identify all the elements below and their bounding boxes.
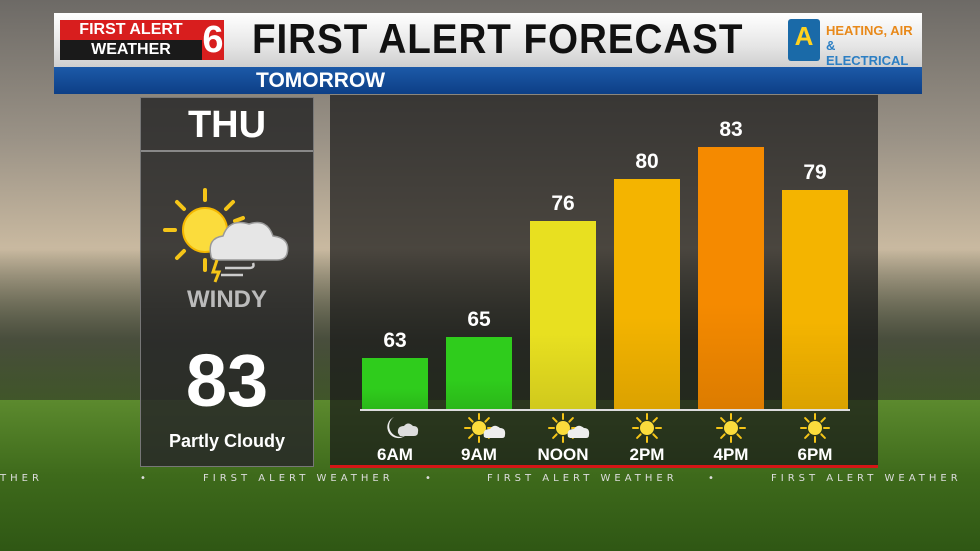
time-label: 6AM: [377, 445, 413, 464]
time-label: 6PM: [797, 445, 833, 464]
high-temperature: 83: [185, 339, 269, 422]
footer-watermark: FIRST ALERT WEATHER: [487, 473, 678, 484]
footer-watermark: FIRST ALERT WEATHER: [771, 473, 962, 484]
bar-6am: [362, 358, 428, 409]
bar-value-label: 63: [383, 329, 407, 353]
sun-cloud-icon: [521, 413, 605, 443]
footer-dot: •: [425, 473, 435, 484]
page-title: FIRST ALERT FORECAST: [252, 15, 744, 62]
sponsor-logo: A HEATING, AIR & ELECTRICAL: [788, 19, 918, 68]
sun-icon: [773, 413, 857, 443]
bar-value-label: 65: [467, 308, 491, 332]
station-logo: FIRST ALERT WEATHER 6: [60, 20, 224, 60]
footer-watermark: FIRST ALERT WEATHER: [203, 473, 394, 484]
condition-label: Partly Cloudy: [168, 431, 286, 451]
red-divider: [330, 465, 878, 468]
footer-dot: •: [140, 473, 150, 484]
subtitle-bar: TOMORROW: [54, 67, 922, 94]
sun-cloud-icon: [437, 413, 521, 443]
footer-dot: •: [708, 473, 718, 484]
sun-icon: [689, 413, 773, 443]
sun-icon: [605, 413, 689, 443]
chart-baseline: [360, 409, 850, 411]
footer-watermark: THER: [0, 473, 43, 484]
time-label: NOON: [537, 445, 589, 464]
bar-value-label: 76: [551, 192, 575, 216]
day-label: THU: [141, 98, 313, 152]
bar-4pm: [698, 147, 764, 409]
moon-cloud-icon: [353, 413, 437, 443]
header-bar: FIRST ALERT WEATHER 6 FIRST ALERT FORECA…: [54, 13, 922, 68]
bar-2pm: [614, 179, 680, 409]
daily-summary-panel: THU WINDY 83 Partly Cloudy: [140, 97, 314, 467]
wind-label: WINDY: [187, 286, 267, 313]
time-label: 9AM: [461, 445, 497, 464]
bar-6pm: [782, 189, 848, 409]
bar-noon: [530, 221, 596, 409]
sun-cloud-wind-icon: [163, 188, 289, 283]
bar-9am: [446, 337, 512, 409]
subtitle: TOMORROW: [256, 69, 386, 92]
time-label: 4PM: [713, 445, 749, 464]
bar-value-label: 83: [719, 118, 743, 142]
bar-value-label: 79: [803, 160, 827, 184]
bar-value-label: 80: [635, 150, 659, 173]
time-label: 2PM: [629, 445, 665, 464]
